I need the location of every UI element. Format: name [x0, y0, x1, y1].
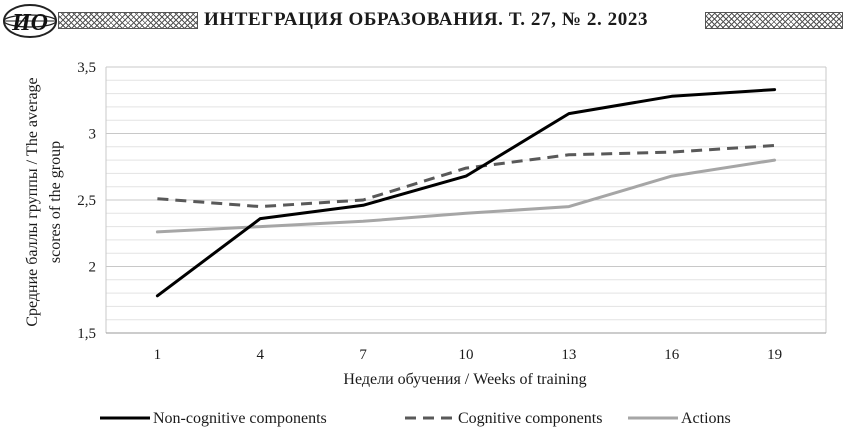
x-axis-ticks: 1 4 7 10 13 16 19: [154, 347, 782, 363]
legend-label-3: Actions: [681, 410, 731, 427]
legend: Non-cognitive components Cognitive compon…: [100, 410, 731, 427]
x-tick-label: 10: [459, 347, 474, 363]
journal-title: ИНТЕГРАЦИЯ ОБРАЗОВАНИЯ. Т. 27, № 2. 2023: [204, 9, 649, 30]
legend-label-1: Non-cognitive components: [153, 410, 327, 427]
y-tick-label: 1,5: [77, 326, 96, 342]
x-tick-label: 19: [767, 347, 782, 363]
logo-letters: ИО: [11, 10, 48, 36]
line-chart: 1,5 2 2,5 3 3,5 1 4 7 10 13 16 19 Средние баллы гр…: [24, 60, 827, 427]
journal-logo: ИО: [3, 4, 57, 38]
x-tick-label: 7: [359, 347, 367, 363]
decorative-band-left: [58, 12, 198, 29]
y-axis-label-line2: scores of the group: [47, 141, 64, 263]
y-tick-label: 2: [89, 260, 97, 276]
decorative-band-right: [705, 12, 843, 29]
grid-lines: [105, 66, 827, 334]
series-line-2: [157, 144, 775, 209]
y-axis-label-line1: Средние баллы группы / The average: [24, 77, 41, 326]
y-tick-label: 3: [89, 127, 97, 143]
series-line-3: [155, 158, 777, 234]
y-tick-label: 3,5: [77, 60, 96, 76]
y-tick-label: 2,5: [77, 193, 96, 209]
y-axis-ticks: 1,5 2 2,5 3 3,5: [77, 60, 96, 342]
x-tick-label: 16: [664, 347, 680, 363]
x-axis-label: Недели обучения / Weeks of training: [343, 371, 586, 388]
legend-label-2: Cognitive components: [458, 410, 602, 427]
series-line-1: [155, 88, 777, 298]
x-tick-label: 13: [561, 347, 576, 363]
journal-header: ИО ИНТЕГРАЦИЯ ОБРАЗОВАНИЯ. Т. 27, № 2. 2…: [0, 0, 845, 40]
x-tick-label: 4: [257, 347, 265, 363]
series-lines: [155, 88, 777, 298]
x-tick-label: 1: [154, 347, 162, 363]
